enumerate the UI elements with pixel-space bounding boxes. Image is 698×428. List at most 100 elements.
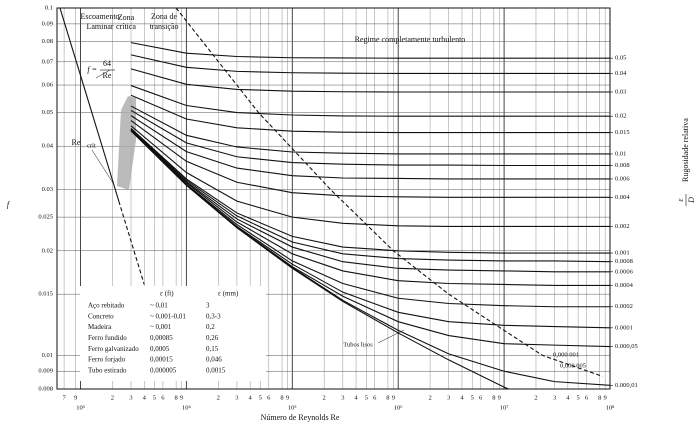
table-cell: 0,0015: [206, 366, 226, 374]
table-cell: Aço rebitado: [88, 302, 125, 310]
pointer: [95, 69, 111, 79]
x-axis-title: Número de Reynolds Re: [261, 413, 340, 422]
table-cell: 0,3-3: [206, 312, 221, 320]
y-tick-label: 0.1: [45, 4, 53, 11]
x-tick-label: 2: [534, 394, 537, 401]
table-cell: Ferro forjado: [88, 356, 126, 364]
x-tick-label: 10⁶: [394, 404, 403, 411]
annotation: Re: [103, 71, 112, 80]
x-tick-label: 8: [492, 394, 495, 401]
series-label: 0.0006: [615, 268, 634, 275]
series-label: 0.0001: [615, 324, 633, 331]
y-tick-label: 0.09: [42, 20, 53, 27]
y-tick-label: 0.025: [38, 214, 53, 221]
x-tick-label: 8: [175, 394, 178, 401]
series-label: 0.001: [615, 250, 630, 257]
x-tick-label: 10⁸: [606, 404, 616, 411]
series-line: [130, 129, 610, 273]
series-line: [118, 200, 145, 285]
series-label: 0.008: [615, 162, 630, 169]
series-label: 0.004: [615, 194, 630, 201]
x-tick-label: 3: [553, 394, 556, 401]
table-header: ε (ft): [160, 290, 174, 298]
series-label: 0.01: [615, 150, 626, 157]
annotation: crít: [87, 142, 96, 149]
x-tick-label: 2: [428, 394, 431, 401]
table-cell: 0,046: [206, 356, 222, 364]
table-cell: 0,000005: [150, 366, 177, 374]
series-label: 0.0002: [615, 303, 633, 310]
series-label: 0.0004: [615, 282, 634, 289]
table-cell: ~ 0,01: [150, 302, 168, 310]
series-line: [130, 128, 610, 263]
x-tick-label: 9: [392, 394, 395, 401]
table-cell: 0,0005: [150, 345, 170, 353]
x-tick-label: 5: [259, 394, 262, 401]
x-tick-label: 3: [129, 394, 132, 401]
y-tick-label: 0.01: [42, 352, 53, 359]
y2-symbol-top: ε: [676, 198, 685, 202]
x-tick-label: 8: [280, 394, 283, 401]
y-tick-label: 0.04: [42, 143, 54, 150]
x-tick-label: 2: [111, 394, 114, 401]
annotation: crítica: [116, 22, 136, 31]
x-tick-label: 8: [598, 394, 601, 401]
series-line: [130, 68, 610, 93]
table-cell: 0,2: [206, 323, 215, 331]
y-tick-label: 0.05: [42, 109, 53, 116]
series-line: [130, 120, 610, 198]
table-cell: ~ 0,001-0,01: [150, 312, 186, 320]
series-line: [130, 115, 610, 180]
annotation: Zona: [118, 13, 135, 22]
series-line: [130, 85, 610, 117]
annotation: Regime completamente turbulento: [355, 35, 466, 44]
x-tick-label: 5: [365, 394, 368, 401]
series-line: [130, 42, 610, 59]
x-tick-label: 6: [479, 394, 483, 401]
table-cell: Concreto: [88, 312, 114, 320]
series-label: 0.006: [615, 175, 630, 182]
series-label: 0.05: [615, 55, 626, 62]
x-tick-label: 4: [143, 394, 147, 401]
x-tick-label: 7: [62, 394, 66, 401]
pointer: [377, 329, 405, 344]
y-tick-label: 0.07: [42, 58, 54, 65]
x-tick-label: 9: [498, 394, 501, 401]
y2-label: Rugosidade relativa: [681, 118, 690, 182]
table-cell: Tubo estirado: [88, 366, 127, 374]
table-cell: 0,26: [206, 334, 219, 342]
y2-symbol-bottom: D: [687, 197, 696, 204]
series-line: [130, 125, 610, 227]
table-cell: Ferro galvanizado: [88, 345, 139, 353]
x-tick-label: 2: [217, 394, 220, 401]
y-tick-label: 0.015: [38, 291, 53, 298]
table-box: [80, 286, 266, 381]
x-tick-label: 8: [386, 394, 389, 401]
series-label: 0.0008: [615, 258, 633, 265]
x-tick-label: 4: [249, 394, 253, 401]
x-tick-label: 9: [286, 394, 289, 401]
table-cell: 3: [206, 302, 210, 310]
x-tick-label: 6: [373, 394, 377, 401]
series-line: [130, 109, 610, 167]
x-tick-label: 6: [585, 394, 589, 401]
table-cell: ~ 0,001: [150, 323, 172, 331]
annotation: Re: [72, 138, 81, 147]
series-line: [130, 129, 610, 286]
series-line: [175, 8, 603, 377]
x-tick-label: 10³: [76, 404, 85, 411]
series-line: [130, 105, 610, 155]
table-cell: Ferro fundido: [88, 334, 127, 342]
x-tick-label: 2: [323, 394, 326, 401]
series-line: [130, 54, 610, 74]
x-tick-label: 9: [74, 394, 77, 401]
curves: [59, 8, 610, 389]
series-line: [59, 8, 120, 202]
x-tick-label: 3: [235, 394, 238, 401]
series-label: 0.002: [615, 223, 630, 230]
y-tick-label: 0.08: [42, 38, 53, 45]
x-tick-label: 4: [460, 394, 464, 401]
table-cell: Madeira: [88, 323, 112, 331]
x-tick-label: 3: [341, 394, 344, 401]
